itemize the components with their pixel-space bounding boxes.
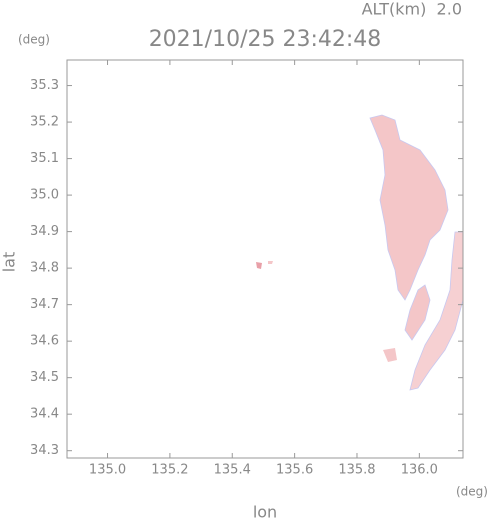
- y-tick-label: 34.8: [30, 261, 59, 276]
- altitude-label: ALT(km) 2.0: [362, 0, 462, 19]
- y-tick-label: 35.1: [30, 151, 59, 166]
- x-tick-label: 136.0: [401, 463, 438, 478]
- y-tick-label: 34.5: [30, 370, 59, 385]
- y-tick-label: 34.9: [30, 224, 59, 239]
- echo-region: [268, 261, 273, 264]
- x-tick-label: 135.8: [338, 463, 375, 478]
- x-tick-label: 135.4: [214, 463, 251, 478]
- y-tick-label: 35.2: [30, 115, 59, 130]
- y-tick-label: 35.3: [30, 78, 59, 93]
- chart-title: 2021/10/25 23:42:48: [149, 27, 382, 52]
- x-unit: (deg): [456, 485, 488, 499]
- x-tick-label: 135.2: [151, 463, 188, 478]
- y-tick-label: 34.3: [30, 443, 59, 458]
- y-tick-label: 34.7: [30, 297, 59, 312]
- y-tick-label: 35.0: [30, 188, 59, 203]
- echo-region: [256, 262, 262, 269]
- x-tick-label: 135.6: [276, 463, 313, 478]
- y-axis-label: lat: [0, 252, 19, 273]
- x-axis-label: lon: [253, 503, 277, 521]
- x-tick-label: 135.0: [89, 463, 126, 478]
- echo-region: [383, 348, 397, 362]
- plot-frame: [66, 59, 464, 459]
- echo-region: [369, 114, 449, 301]
- y-unit: (deg): [18, 33, 50, 47]
- y-tick-label: 34.4: [30, 407, 59, 422]
- echo-region: [404, 284, 431, 341]
- y-tick-label: 34.6: [30, 334, 59, 349]
- echo-regions: [256, 114, 464, 391]
